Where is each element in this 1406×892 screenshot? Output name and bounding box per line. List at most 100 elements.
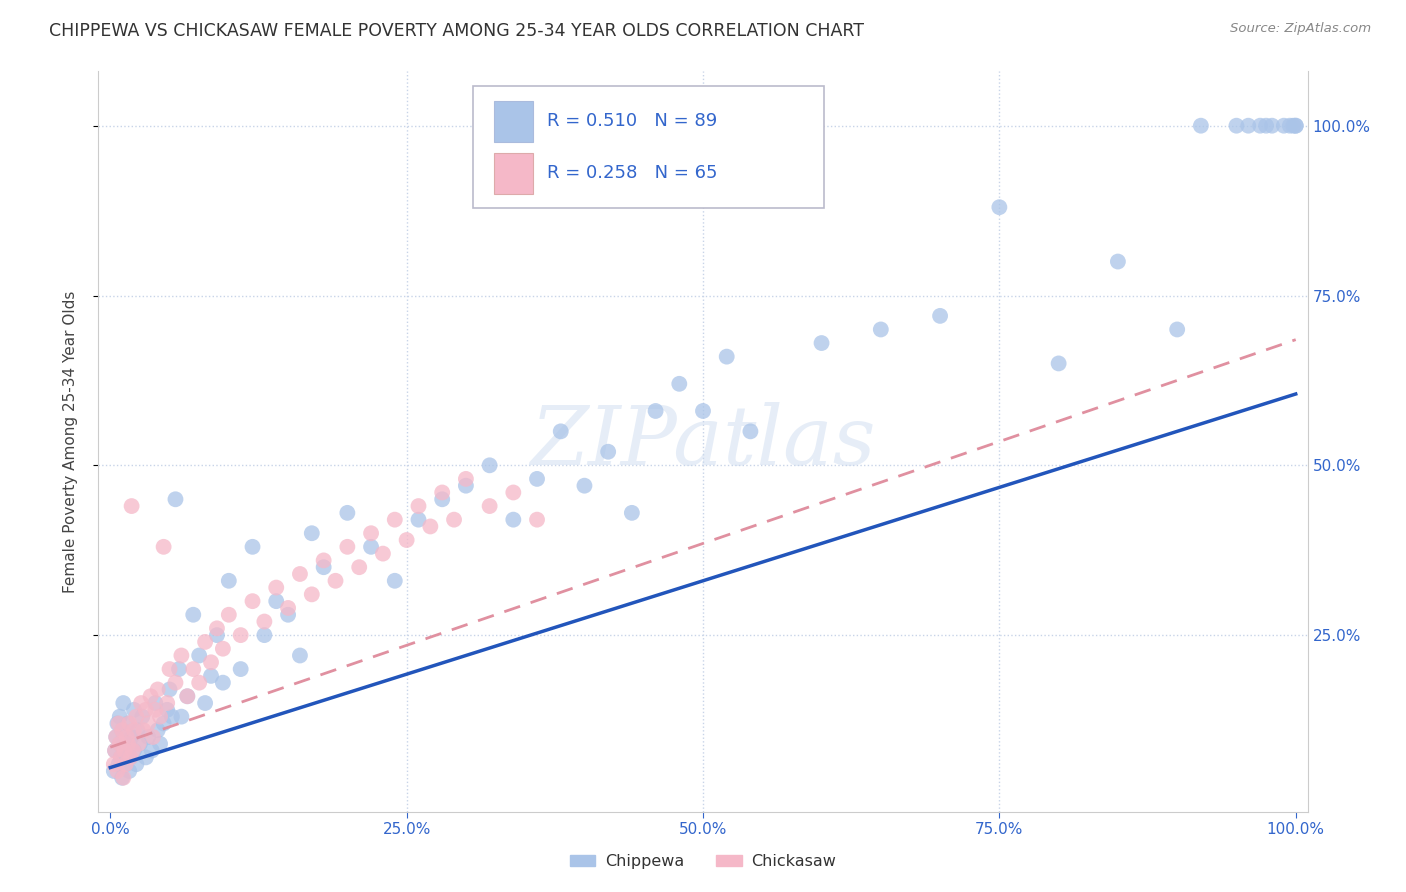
Point [111,723,134,738]
Point [1285,119,1308,133]
Point [194,696,217,710]
Point [176,690,198,704]
Point [360,540,382,554]
Point [644,404,666,418]
Point [122,743,145,757]
Point [115,730,138,744]
Bar [494,153,533,194]
Point [105,716,128,731]
Point [408,513,430,527]
Point [384,513,406,527]
Point [288,648,311,663]
Bar [494,101,533,142]
Point [104,743,127,757]
Point [419,519,441,533]
Point [550,425,572,439]
Point [117,716,139,731]
Point [136,716,159,731]
Point [108,737,131,751]
Point [125,709,148,723]
Point [111,771,134,785]
Point [574,478,596,492]
Point [110,750,132,764]
Point [253,615,276,629]
Point [988,200,1011,214]
Point [135,703,157,717]
Point [526,472,548,486]
Point [129,737,152,751]
Point [114,743,136,757]
Point [146,682,169,697]
Point [136,730,159,744]
Point [111,723,134,738]
Point [810,336,832,351]
Y-axis label: Female Poverty Among 25-34 Year Olds: Female Poverty Among 25-34 Year Olds [63,291,77,592]
Point [264,581,287,595]
Point [152,716,174,731]
Point [170,709,193,723]
Point [716,350,738,364]
Point [121,730,143,744]
Point [668,376,690,391]
Point [131,709,153,723]
Point [384,574,406,588]
Point [1166,322,1188,336]
Point [114,757,136,772]
Point [212,641,235,656]
Point [1237,119,1260,133]
Point [118,716,141,731]
Text: CHIPPEWA VS CHICKASAW FEMALE POVERTY AMONG 25-34 YEAR OLDS CORRELATION CHART: CHIPPEWA VS CHICKASAW FEMALE POVERTY AMO… [49,22,865,40]
Point [301,587,323,601]
Point [1249,119,1271,133]
Point [253,628,276,642]
Point [1282,119,1305,133]
Point [181,607,204,622]
Legend: Chippewa, Chickasaw: Chippewa, Chickasaw [564,847,842,875]
Point [167,662,190,676]
Point [115,737,138,751]
Point [114,757,136,772]
Point [432,492,454,507]
Point [132,723,155,738]
Point [1225,119,1247,133]
Point [929,309,952,323]
Point [114,743,136,757]
Point [1261,119,1284,133]
Point [502,485,524,500]
Point [156,696,179,710]
Point [156,703,179,717]
Point [121,499,143,513]
Point [301,526,323,541]
Point [598,444,620,458]
Point [478,499,501,513]
Point [229,628,252,642]
Point [869,322,891,336]
Point [692,404,714,418]
Point [121,743,143,757]
Point [141,743,163,757]
Point [205,621,228,635]
Point [194,635,217,649]
Point [395,533,418,547]
FancyBboxPatch shape [474,87,824,209]
Text: R = 0.510   N = 89: R = 0.510 N = 89 [547,112,717,130]
Point [443,513,465,527]
Point [312,560,335,574]
Point [336,506,359,520]
Point [432,485,454,500]
Point [112,696,135,710]
Point [526,513,548,527]
Point [105,764,128,778]
Point [165,492,187,507]
Point [104,743,127,757]
Point [120,750,142,764]
Point [159,682,181,697]
Point [360,526,382,541]
Point [218,574,240,588]
Point [454,478,477,492]
Point [135,750,157,764]
Text: ZIPatlas: ZIPatlas [530,401,876,482]
Point [146,723,169,738]
Point [149,737,172,751]
Point [142,730,165,744]
